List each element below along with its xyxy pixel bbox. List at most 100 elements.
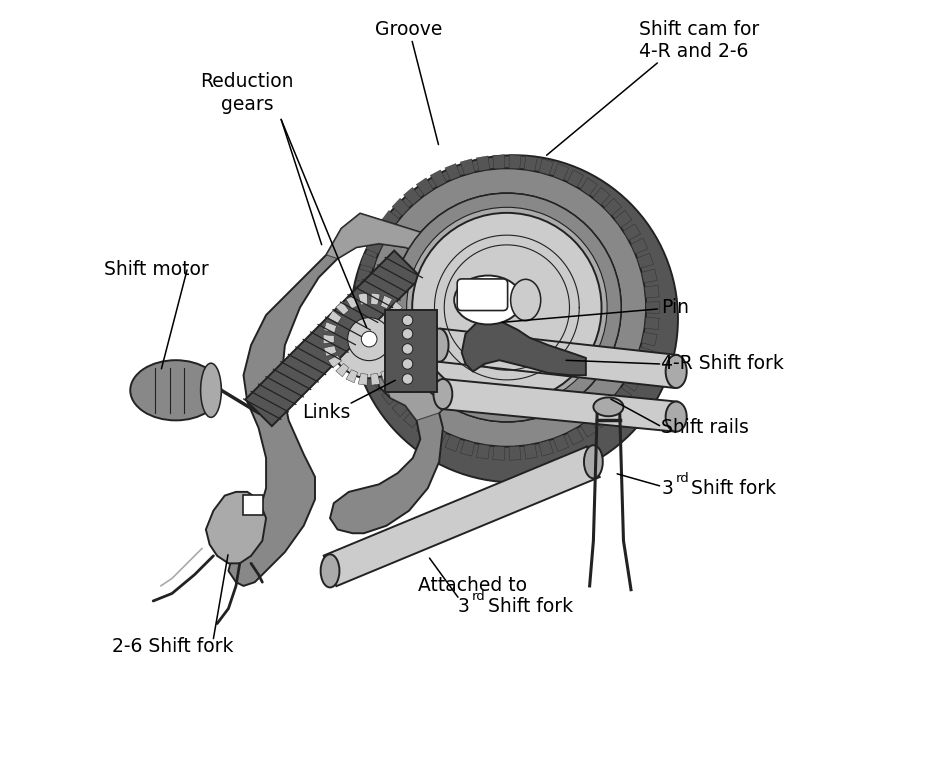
Text: rd: rd xyxy=(472,590,486,603)
Ellipse shape xyxy=(454,276,522,324)
Polygon shape xyxy=(477,444,490,459)
Circle shape xyxy=(393,193,621,421)
Polygon shape xyxy=(359,293,367,305)
Polygon shape xyxy=(553,164,569,180)
Polygon shape xyxy=(430,170,447,187)
Text: Shift cam for: Shift cam for xyxy=(639,20,759,39)
Ellipse shape xyxy=(511,279,541,321)
Text: Reduction: Reduction xyxy=(201,72,294,91)
Circle shape xyxy=(402,315,412,326)
Text: Pin: Pin xyxy=(661,298,689,317)
Polygon shape xyxy=(539,159,553,175)
Polygon shape xyxy=(461,440,475,456)
Polygon shape xyxy=(641,332,657,346)
Polygon shape xyxy=(604,399,622,417)
Polygon shape xyxy=(593,410,610,428)
Polygon shape xyxy=(581,420,597,437)
Polygon shape xyxy=(445,435,461,452)
Polygon shape xyxy=(631,238,648,254)
Polygon shape xyxy=(509,446,521,460)
Polygon shape xyxy=(641,269,657,283)
Polygon shape xyxy=(623,224,640,240)
Polygon shape xyxy=(359,374,367,385)
Ellipse shape xyxy=(351,155,678,482)
Wedge shape xyxy=(393,193,621,421)
Polygon shape xyxy=(445,164,461,180)
Polygon shape xyxy=(402,346,414,356)
Circle shape xyxy=(347,318,391,361)
Polygon shape xyxy=(524,156,537,171)
Polygon shape xyxy=(366,238,383,254)
Polygon shape xyxy=(326,214,481,421)
Polygon shape xyxy=(390,302,403,315)
Text: Shift motor: Shift motor xyxy=(104,261,209,280)
Polygon shape xyxy=(382,211,399,227)
Polygon shape xyxy=(373,224,391,240)
Ellipse shape xyxy=(593,397,623,416)
Polygon shape xyxy=(644,318,659,330)
Polygon shape xyxy=(416,420,433,437)
Polygon shape xyxy=(396,311,411,323)
Polygon shape xyxy=(324,346,337,356)
Polygon shape xyxy=(462,319,586,375)
Text: Links: Links xyxy=(302,403,350,422)
Polygon shape xyxy=(477,156,490,171)
Polygon shape xyxy=(336,363,349,377)
Polygon shape xyxy=(493,446,504,460)
Polygon shape xyxy=(509,155,521,169)
Polygon shape xyxy=(324,322,337,333)
Polygon shape xyxy=(328,311,342,323)
Circle shape xyxy=(402,328,412,339)
Polygon shape xyxy=(355,285,369,298)
Polygon shape xyxy=(568,428,584,445)
Polygon shape xyxy=(354,302,368,313)
Text: 4-R Shift fork: 4-R Shift fork xyxy=(661,355,784,374)
Polygon shape xyxy=(614,211,632,227)
Polygon shape xyxy=(604,199,622,216)
FancyBboxPatch shape xyxy=(243,495,263,515)
Polygon shape xyxy=(416,178,433,196)
Polygon shape xyxy=(355,318,369,330)
Polygon shape xyxy=(371,293,380,305)
Polygon shape xyxy=(442,379,677,431)
Polygon shape xyxy=(357,332,372,346)
Polygon shape xyxy=(390,363,403,377)
Polygon shape xyxy=(614,387,632,405)
Text: 3: 3 xyxy=(661,478,673,497)
Polygon shape xyxy=(346,296,358,309)
Circle shape xyxy=(361,331,377,347)
Polygon shape xyxy=(404,335,415,343)
Text: Attached to: Attached to xyxy=(418,576,528,596)
Text: gears: gears xyxy=(221,95,273,114)
Wedge shape xyxy=(368,168,646,446)
Ellipse shape xyxy=(666,402,687,431)
Polygon shape xyxy=(206,492,266,563)
Ellipse shape xyxy=(131,360,221,421)
Polygon shape xyxy=(581,178,597,196)
Polygon shape xyxy=(366,361,383,377)
Polygon shape xyxy=(324,335,334,343)
Polygon shape xyxy=(396,356,411,368)
Polygon shape xyxy=(404,187,421,205)
Polygon shape xyxy=(553,435,569,452)
Polygon shape xyxy=(402,322,414,333)
Polygon shape xyxy=(631,361,648,377)
Polygon shape xyxy=(380,370,393,383)
FancyBboxPatch shape xyxy=(457,279,508,311)
Polygon shape xyxy=(346,370,358,383)
Polygon shape xyxy=(228,214,481,586)
Polygon shape xyxy=(371,374,380,385)
Polygon shape xyxy=(539,440,553,456)
Text: Shift fork: Shift fork xyxy=(482,597,573,615)
Polygon shape xyxy=(360,347,377,362)
Ellipse shape xyxy=(321,554,340,587)
Polygon shape xyxy=(430,428,447,445)
Polygon shape xyxy=(646,302,659,313)
Text: Shift rails: Shift rails xyxy=(661,418,749,437)
Polygon shape xyxy=(324,446,600,586)
Polygon shape xyxy=(623,374,640,391)
Ellipse shape xyxy=(201,363,221,418)
Text: 4-R and 2-6: 4-R and 2-6 xyxy=(639,42,748,61)
Polygon shape xyxy=(380,296,393,309)
Polygon shape xyxy=(336,302,349,315)
